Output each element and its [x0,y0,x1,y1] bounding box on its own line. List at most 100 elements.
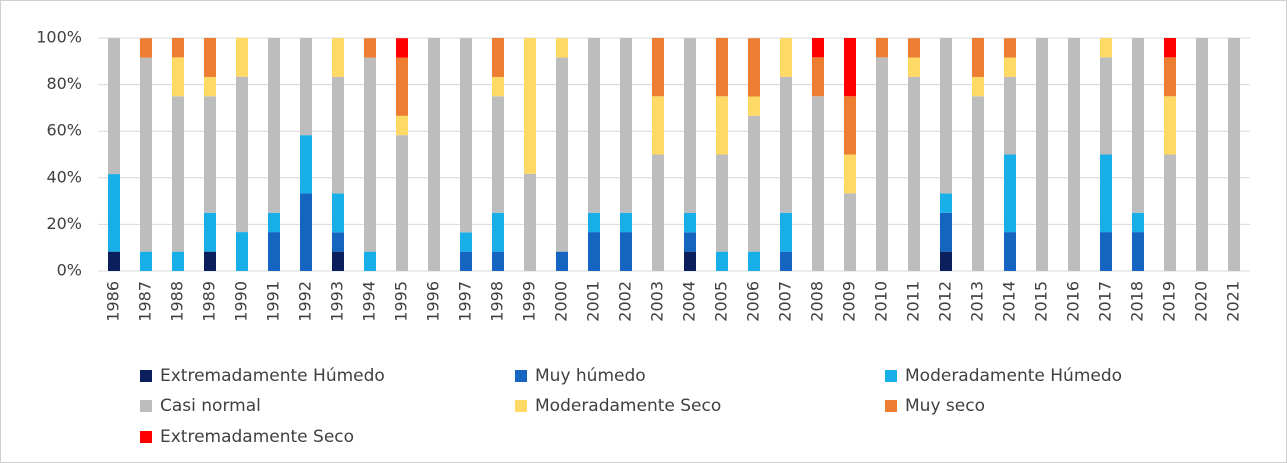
bar-segment [524,38,536,174]
bar-segment [844,38,856,97]
bar-segment [396,115,408,136]
bar-segment [492,96,504,213]
bar-segment [300,38,312,136]
bar-segment [1196,38,1208,271]
x-tick-label: 2011 [904,281,923,322]
x-tick-label: 2015 [1032,281,1051,322]
bar-segment [556,38,568,58]
bar-segment [1100,57,1112,155]
bar-segment [812,38,824,58]
y-tick-label: 0% [57,261,82,280]
bar-segment [108,38,120,175]
bar-segment [268,212,280,233]
bar-segment [876,57,888,271]
legend-label: Muy seco [905,396,985,416]
x-tick-label: 1986 [104,281,123,322]
bar-segment [940,212,952,252]
bar-segment [940,193,952,213]
bar-segment [1132,38,1144,213]
bar-segment [748,96,760,116]
bar-segment [492,76,504,97]
bar-segment [556,57,568,252]
bar-segment [908,57,920,77]
bar-segment [300,135,312,194]
bar-segment [1132,232,1144,271]
bar-segment [748,251,760,271]
bar-segment [1164,57,1176,97]
legend-label: Moderadamente Húmedo [905,366,1122,386]
bar-segment [620,38,632,213]
bar-segment [140,38,152,58]
x-tick-label: 1992 [296,281,315,322]
bar-segment [428,38,440,271]
bar-segment [652,154,664,271]
y-tick-label: 80% [46,74,82,93]
bar-segment [556,251,568,271]
bar-segment [620,212,632,233]
bar-segment [684,212,696,233]
bar-segment [460,38,472,233]
bar-segment [652,38,664,97]
bar-segment [844,154,856,194]
bar-segment [1100,154,1112,233]
bar-segment [1100,38,1112,58]
x-tick-label: 2009 [840,281,859,322]
bar-segment [204,96,216,213]
bar-segment [1164,38,1176,58]
x-tick-label: 2005 [712,281,731,322]
bar-segment [364,38,376,58]
x-tick-label: 2008 [808,281,827,322]
bar-segment [844,193,856,271]
x-tick-label: 1995 [392,281,411,322]
bar-segment [972,76,984,97]
x-tick-label: 2010 [872,281,891,322]
x-tick-label: 1989 [200,281,219,322]
bar-segment [396,57,408,116]
x-tick-label: 1993 [328,281,347,322]
bar-segment [908,38,920,58]
bar-segment [236,232,248,271]
x-tick-label: 2004 [680,281,699,322]
bar-segment [716,154,728,252]
bar-segment [204,38,216,77]
bar-segment [364,251,376,271]
bar-segment [588,232,600,271]
legend-swatch [140,370,152,382]
x-tick-label: 2012 [936,281,955,322]
bar-segment [524,173,536,271]
x-tick-label: 2007 [776,281,795,322]
legend-label: Extremadamente Húmedo [160,366,385,386]
bar-segment [780,212,792,252]
legend-label: Casi normal [160,396,261,416]
bar-segment [1004,57,1016,77]
x-tick-label: 2003 [648,281,667,322]
bar-segment [140,251,152,271]
x-tick-label: 1994 [360,281,379,322]
x-tick-label: 2017 [1096,281,1115,322]
bar-segment [172,57,184,97]
bar-segment [684,232,696,252]
bar-segment [716,251,728,271]
x-tick-label: 1990 [232,281,251,322]
bar-segment [236,37,248,77]
bar-segment [204,76,216,97]
legend-swatch [515,400,527,412]
bar-segment [716,96,728,155]
legend-swatch [515,370,527,382]
bar-segment [844,96,856,155]
legend-swatch [885,400,897,412]
bar-segment [940,251,952,271]
bar-segment [204,212,216,252]
x-tick-label: 1996 [424,281,443,322]
bar-segment [108,251,120,271]
y-tick-label: 20% [46,214,82,233]
bar-segment [108,174,120,252]
bar-segment [908,76,920,271]
x-tick-label: 2020 [1192,281,1211,322]
bar-segment [652,96,664,155]
bar-segment [172,251,184,271]
bar-segment [1164,154,1176,271]
bar-segment [492,38,504,77]
